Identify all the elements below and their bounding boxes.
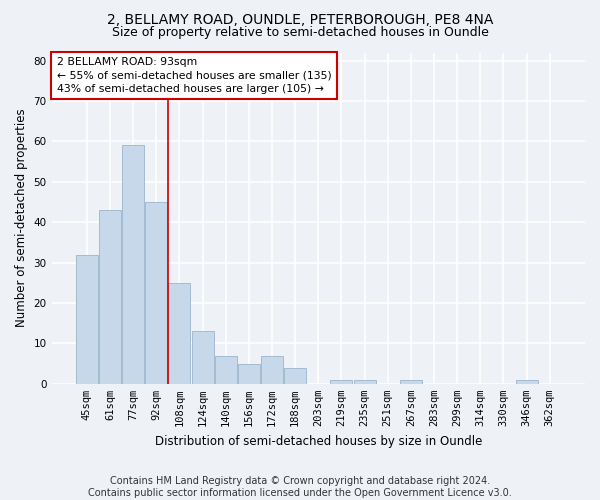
Bar <box>284 368 306 384</box>
Text: Contains HM Land Registry data © Crown copyright and database right 2024.
Contai: Contains HM Land Registry data © Crown c… <box>88 476 512 498</box>
Bar <box>353 380 376 384</box>
Bar <box>515 380 538 384</box>
Bar <box>331 380 352 384</box>
Bar <box>400 380 422 384</box>
Bar <box>99 210 121 384</box>
Bar <box>191 332 214 384</box>
Text: Size of property relative to semi-detached houses in Oundle: Size of property relative to semi-detach… <box>112 26 488 39</box>
X-axis label: Distribution of semi-detached houses by size in Oundle: Distribution of semi-detached houses by … <box>155 434 482 448</box>
Bar <box>238 364 260 384</box>
Text: 2, BELLAMY ROAD, OUNDLE, PETERBOROUGH, PE8 4NA: 2, BELLAMY ROAD, OUNDLE, PETERBOROUGH, P… <box>107 12 493 26</box>
Bar <box>122 146 144 384</box>
Bar <box>76 254 98 384</box>
Bar <box>215 356 236 384</box>
Bar <box>261 356 283 384</box>
Bar <box>169 283 190 384</box>
Text: 2 BELLAMY ROAD: 93sqm
← 55% of semi-detached houses are smaller (135)
43% of sem: 2 BELLAMY ROAD: 93sqm ← 55% of semi-deta… <box>57 58 332 94</box>
Y-axis label: Number of semi-detached properties: Number of semi-detached properties <box>15 109 28 328</box>
Bar <box>145 202 167 384</box>
